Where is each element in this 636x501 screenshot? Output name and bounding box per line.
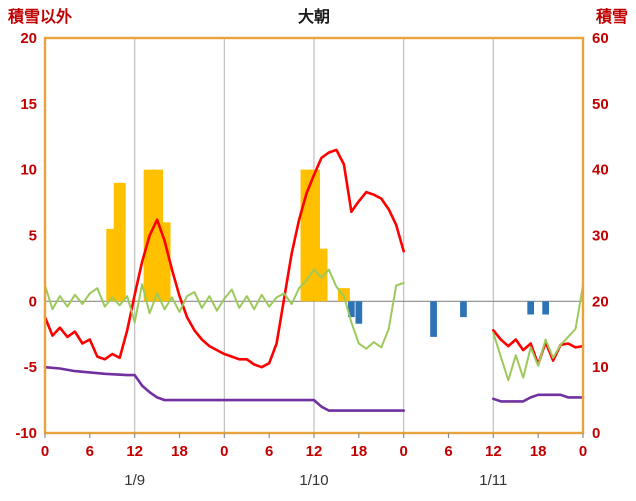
purple-line — [43, 365, 406, 412]
x-axis-tick-label: 0 — [399, 443, 407, 460]
red-line — [43, 148, 406, 369]
x-axis-tick-label: 18 — [530, 443, 547, 460]
x-axis-tick-label: 6 — [265, 443, 273, 460]
left-axis-caption: 積雪以外 — [7, 7, 72, 26]
orange-bar — [300, 169, 313, 302]
date-label: 1/10 — [299, 472, 328, 489]
right-axis-tick-label: 10 — [592, 359, 609, 376]
green-line — [492, 284, 584, 382]
right-axis-tick-label: 0 — [592, 425, 600, 442]
left-axis-tick-label: -10 — [15, 425, 37, 442]
left-axis-tick-label: 15 — [20, 96, 37, 113]
left-axis-tick-label: 0 — [29, 293, 37, 310]
plot-frame-layer — [43, 36, 585, 438]
orange-bar — [106, 228, 119, 302]
purple-line — [491, 393, 585, 403]
green-line — [44, 268, 405, 350]
x-axis-tick-label: 12 — [485, 443, 502, 460]
left-axis-tick-label: 10 — [20, 162, 37, 179]
orange-bar — [113, 182, 126, 302]
right-axis-tick-label: 20 — [592, 293, 609, 310]
line-series-layer — [43, 148, 585, 412]
x-axis-tick-label: 12 — [306, 443, 323, 460]
x-axis-tick-label: 0 — [220, 443, 228, 460]
bar-layer — [106, 169, 550, 337]
date-label: 1/9 — [124, 472, 145, 489]
x-axis-tick-label: 6 — [86, 443, 94, 460]
left-axis-tick-label: 5 — [29, 228, 37, 245]
blue-bar — [460, 301, 467, 318]
orange-bar — [308, 169, 320, 302]
right-axis-tick-label: 60 — [592, 30, 609, 47]
blue-bar — [430, 301, 437, 337]
right-axis-tick-label: 50 — [592, 96, 609, 113]
blue-bar — [542, 301, 550, 315]
orange-bar — [315, 248, 328, 302]
date-label: 1/11 — [479, 472, 507, 489]
x-axis-tick-label: 18 — [171, 443, 188, 460]
x-axis-tick-label: 18 — [350, 443, 367, 460]
left-axis-tick-label: 20 — [20, 30, 37, 47]
blue-bar — [527, 301, 535, 315]
left-axis-tick-label: -5 — [24, 359, 37, 376]
blue-bar — [347, 301, 355, 318]
x-axis-tick-label: 0 — [579, 443, 587, 460]
right-axis-tick-label: 30 — [592, 228, 609, 245]
x-axis-tick-label: 0 — [41, 443, 49, 460]
right-axis-tick-label: 40 — [592, 162, 609, 179]
orange-bar — [158, 222, 171, 302]
x-axis-tick-label: 6 — [444, 443, 452, 460]
orange-bar — [151, 169, 164, 302]
chart-title: 大朝 — [298, 7, 330, 26]
x-axis-tick-label: 12 — [126, 443, 143, 460]
right-axis-caption: 積雪 — [595, 7, 628, 26]
blue-bar — [355, 301, 363, 324]
